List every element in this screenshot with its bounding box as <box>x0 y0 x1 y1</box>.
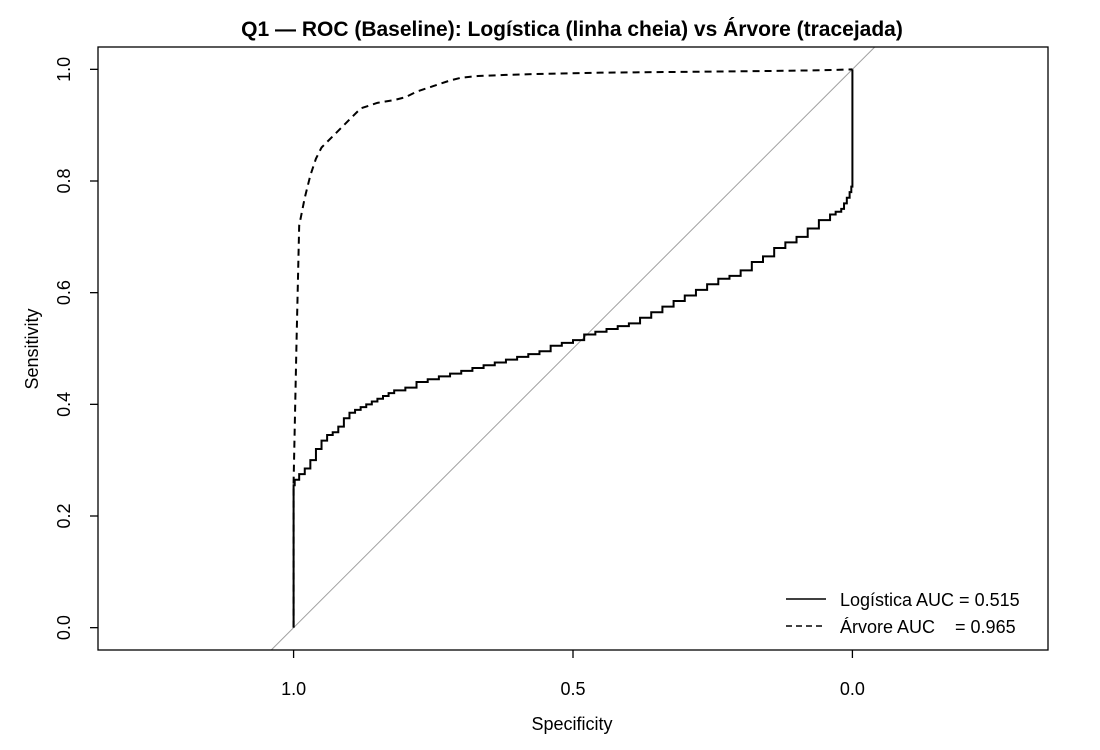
y-axis: 0.0 0.2 0.4 0.6 0.8 1.0 <box>54 57 98 640</box>
series-line-arvore <box>292 68 853 628</box>
x-axis-label: Specificity <box>531 714 612 734</box>
chart-title: Q1 — ROC (Baseline): Logística (linha ch… <box>241 18 903 41</box>
series-line-logistica <box>292 69 854 628</box>
x-tick-label: 0.5 <box>560 679 585 699</box>
y-tick-label: 0.8 <box>54 168 74 193</box>
x-tick-label: 0.0 <box>840 679 865 699</box>
reference-diagonal <box>270 46 876 651</box>
y-tick-label: 0.0 <box>54 615 74 640</box>
y-tick-label: 1.0 <box>54 57 74 82</box>
legend: Logística AUC = 0.515 Árvore AUC = 0.965 <box>786 590 1020 637</box>
legend-label-logistica: Logística AUC = 0.515 <box>840 590 1020 610</box>
x-tick-label: 1.0 <box>281 679 306 699</box>
y-axis-label: Sensitivity <box>22 308 42 389</box>
y-tick-label: 0.4 <box>54 392 74 417</box>
y-tick-label: 0.6 <box>54 280 74 305</box>
y-tick-label: 0.2 <box>54 503 74 528</box>
x-axis: 1.0 0.5 0.0 <box>281 650 865 699</box>
legend-label-arvore: Árvore AUC = 0.965 <box>840 617 1016 637</box>
